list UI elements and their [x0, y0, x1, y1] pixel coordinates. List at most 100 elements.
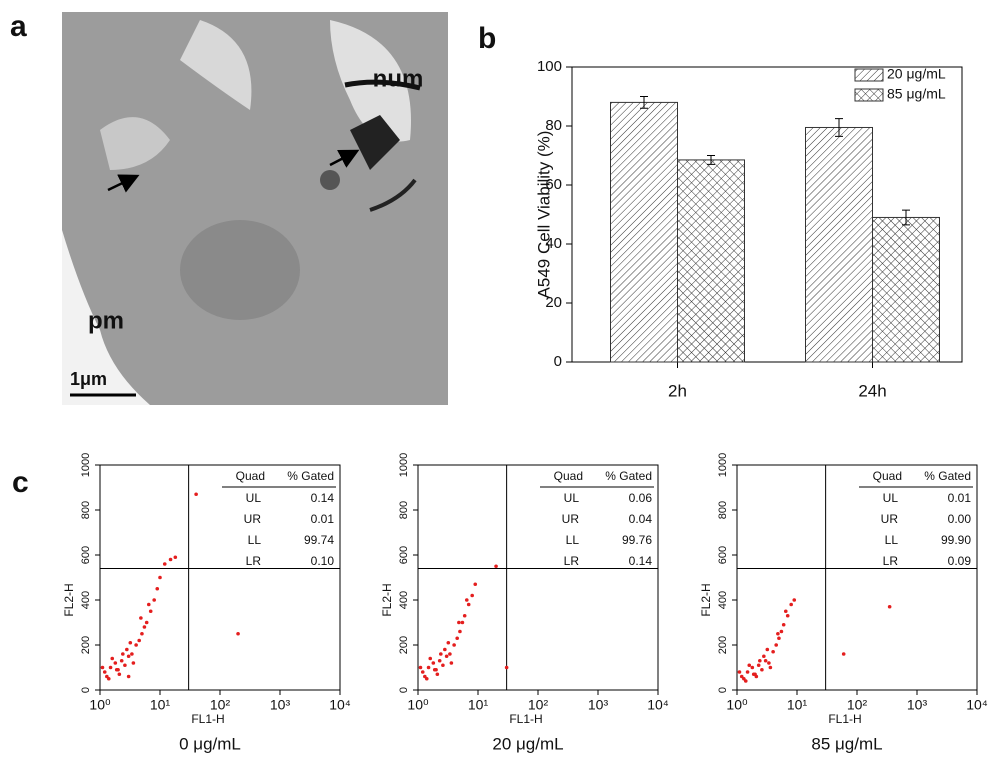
table-cell: LR	[246, 554, 262, 568]
x-tick-label: 2h	[668, 381, 687, 400]
y-tick-label: 600	[398, 546, 410, 564]
point	[448, 652, 452, 656]
point	[777, 636, 781, 641]
table-cell: UR	[881, 512, 899, 526]
y-tick-label: 800	[717, 501, 729, 519]
y-tick-label: 60	[545, 176, 562, 193]
table-header: % Gated	[605, 469, 652, 483]
x-tick-label: 10⁰	[89, 697, 111, 713]
y-tick-label: 800	[398, 501, 410, 519]
error-bar	[835, 118, 843, 137]
y-axis-label: FL2-H	[699, 583, 713, 616]
point	[774, 643, 778, 647]
point	[768, 665, 773, 670]
point	[464, 598, 469, 602]
x-tick-label: 10³	[588, 697, 609, 713]
y-axis-label: FL2-H	[62, 583, 76, 616]
point	[758, 658, 762, 663]
micrograph: num pm 1μm	[62, 12, 448, 405]
table-cell: 0.09	[948, 554, 972, 568]
point	[102, 670, 107, 674]
table-cell: 99.74	[304, 533, 334, 547]
table-header: Quad	[236, 469, 265, 483]
plot-frame	[99, 464, 341, 691]
y-tick-label: 400	[80, 591, 92, 609]
point	[466, 602, 471, 607]
caption: 0 μg/mL	[179, 734, 241, 753]
point	[236, 631, 240, 636]
x-tick-label: 10²	[210, 697, 231, 713]
table-cell: LR	[883, 554, 899, 568]
y-tick-label: 200	[717, 636, 729, 654]
point	[125, 647, 129, 652]
point	[126, 674, 131, 679]
point	[173, 555, 178, 560]
bar	[805, 126, 873, 363]
point	[781, 622, 786, 627]
point	[737, 670, 742, 674]
x-tick-label: 10⁰	[726, 697, 748, 713]
y-tick-label: 400	[717, 591, 729, 609]
error-bar	[707, 155, 715, 165]
point	[762, 654, 766, 659]
point	[743, 679, 748, 683]
point	[457, 620, 461, 625]
table-cell: UL	[883, 491, 899, 505]
caption: 85 μg/mL	[811, 734, 882, 753]
point	[462, 613, 467, 618]
micrograph-label: num	[373, 65, 424, 92]
scale-bar-label: 1μm	[70, 369, 107, 389]
point	[460, 620, 465, 625]
x-axis-label: FL1-H	[509, 712, 542, 726]
table-header: Quad	[873, 469, 902, 483]
point	[887, 604, 892, 609]
point	[458, 629, 462, 634]
point	[155, 586, 160, 591]
y-tick-label: 800	[80, 501, 92, 519]
y-tick-label: 0	[717, 687, 729, 693]
table-cell: LL	[566, 533, 580, 547]
panel-label: a	[10, 10, 27, 43]
point	[783, 609, 788, 614]
point	[452, 643, 456, 647]
table-cell: 0.04	[629, 512, 653, 526]
x-tick-label: 10⁰	[407, 697, 429, 713]
point	[168, 557, 173, 562]
point	[194, 492, 198, 497]
y-axis-label: FL2-H	[380, 583, 394, 616]
point	[418, 665, 423, 670]
point	[504, 665, 509, 670]
point	[792, 598, 797, 602]
point	[455, 636, 459, 641]
table-header: % Gated	[924, 469, 971, 483]
point	[789, 602, 793, 607]
point	[113, 661, 118, 665]
point	[119, 658, 124, 663]
table-cell: 0.14	[629, 554, 653, 568]
table-cell: 0.00	[948, 512, 972, 526]
point	[130, 652, 134, 656]
point	[756, 663, 761, 668]
bar	[610, 101, 678, 363]
table-cell: 99.90	[941, 533, 971, 547]
plot-frame	[417, 464, 659, 691]
plot-frame	[571, 66, 963, 363]
point	[435, 672, 440, 677]
x-tick-label: 10³	[907, 697, 928, 713]
panel-label: b	[478, 22, 496, 55]
point	[767, 661, 771, 665]
x-axis-label: FL1-H	[191, 712, 224, 726]
point	[162, 562, 167, 566]
point	[437, 658, 442, 663]
point	[106, 676, 111, 681]
point	[158, 575, 162, 580]
point	[424, 676, 429, 681]
y-axis-label: A549 Cell Viability (%)	[534, 131, 553, 299]
point	[432, 667, 437, 672]
point	[751, 672, 756, 677]
panel-label: c	[12, 466, 29, 499]
point	[121, 652, 125, 656]
point	[426, 665, 431, 670]
y-tick-label: 0	[554, 353, 562, 370]
